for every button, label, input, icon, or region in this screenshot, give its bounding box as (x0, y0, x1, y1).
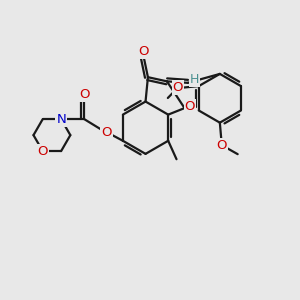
Text: O: O (173, 81, 183, 94)
Text: O: O (138, 45, 149, 58)
Text: O: O (217, 139, 227, 152)
Text: O: O (101, 126, 112, 140)
Text: O: O (184, 100, 195, 113)
Text: O: O (38, 145, 48, 158)
Text: H: H (190, 73, 199, 86)
Text: O: O (79, 88, 90, 101)
Text: N: N (56, 113, 66, 126)
